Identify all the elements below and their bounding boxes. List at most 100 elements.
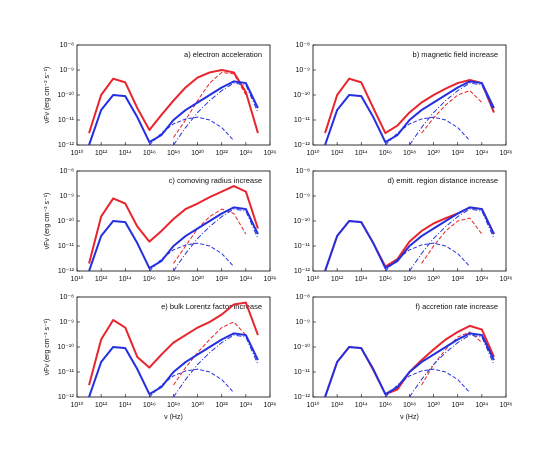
y-tick-label: 10⁻¹² (58, 394, 75, 401)
y-tick-label: 10⁻¹¹ (58, 369, 75, 376)
x-tick-label: 10²⁴ (475, 276, 488, 283)
x-tick-label: 10²⁶ (500, 402, 513, 409)
x-tick-label: 10¹⁰ (71, 275, 84, 283)
plot-frame (76, 170, 271, 272)
x-tick-label: 10¹⁸ (403, 150, 416, 157)
x-tick-label: 10²⁴ (239, 276, 252, 283)
y-axis-label: νFν (erg cm⁻² s⁻¹) (44, 319, 51, 376)
y-tick-label: 10⁻¹² (58, 268, 75, 275)
sed-curve (421, 331, 483, 386)
sed-curve (324, 206, 495, 272)
sed-curve (409, 208, 495, 272)
x-tick-label: 10¹⁴ (355, 276, 368, 283)
y-tick-label: 10⁻¹¹ (58, 117, 75, 124)
x-tick-label: 10¹⁸ (167, 402, 180, 409)
x-axis-label: ν (Hz) (400, 414, 419, 421)
y-tick-label: 10⁻¹² (58, 142, 75, 149)
sed-curve (421, 217, 483, 264)
sed-curve (88, 206, 259, 272)
x-tick-label: 10²⁶ (500, 150, 513, 157)
panel-title: f) accretion rate increase (415, 302, 498, 311)
x-tick-label: 10¹⁴ (119, 276, 132, 283)
sed-curve (173, 321, 247, 386)
sed-curve (409, 82, 495, 146)
x-tick-label: 10²² (452, 276, 465, 283)
sed-curve (324, 206, 495, 272)
x-tick-label: 10¹² (331, 276, 344, 283)
x-tick-label: 10²⁶ (264, 150, 277, 157)
x-tick-label: 10¹² (95, 276, 108, 283)
x-tick-label: 10¹⁰ (71, 401, 84, 409)
x-tick-label: 10¹⁸ (167, 150, 180, 157)
x-tick-label: 10²⁶ (264, 402, 277, 409)
x-tick-label: 10²⁴ (475, 150, 488, 157)
x-tick-label: 10¹⁰ (71, 149, 84, 157)
x-tick-label: 10²² (216, 276, 229, 283)
sed-curve (173, 82, 259, 146)
x-tick-label: 10¹⁶ (143, 276, 156, 283)
x-tick-label: 10²² (452, 402, 465, 409)
plot-frame (312, 44, 507, 146)
y-tick-label: 10⁻¹¹ (294, 369, 311, 376)
plot-frame (312, 170, 507, 272)
sed-curve (385, 116, 471, 146)
x-tick-label: 10²⁴ (239, 150, 252, 157)
x-tick-label: 10²² (216, 402, 229, 409)
y-tick-label: 10⁻¹⁰ (57, 217, 74, 225)
sed-curve (173, 71, 247, 138)
x-tick-label: 10¹⁴ (355, 150, 368, 157)
x-tick-label: 10¹⁶ (379, 276, 392, 283)
y-tick-label: 10⁻¹⁰ (57, 343, 74, 351)
plot-frame (76, 44, 271, 146)
y-tick-label: 10⁻⁹ (296, 67, 310, 74)
y-tick-label: 10⁻⁸ (296, 42, 310, 49)
x-tick-label: 10²² (452, 150, 465, 157)
y-tick-label: 10⁻⁹ (60, 67, 74, 74)
y-tick-label: 10⁻⁸ (60, 294, 74, 301)
y-tick-label: 10⁻⁸ (60, 42, 74, 49)
sed-curve (88, 301, 259, 386)
x-tick-label: 10¹⁶ (143, 150, 156, 157)
y-tick-label: 10⁻⁸ (296, 168, 310, 175)
x-tick-label: 10²² (216, 150, 229, 157)
plot-frame (312, 296, 507, 398)
x-tick-label: 10¹² (331, 150, 344, 157)
sed-curve (385, 368, 471, 398)
sed-curve (88, 332, 259, 398)
y-tick-label: 10⁻⁹ (60, 193, 74, 200)
x-tick-label: 10¹⁰ (307, 401, 320, 409)
x-tick-label: 10²⁰ (427, 401, 440, 409)
panel-title: d) emitt. region distance increase (388, 176, 498, 185)
y-tick-label: 10⁻¹⁰ (293, 217, 310, 225)
y-tick-label: 10⁻¹² (294, 394, 311, 401)
sed-curve (421, 90, 483, 134)
panel-title: a) electron acceleration (184, 50, 262, 59)
x-tick-label: 10¹⁸ (403, 276, 416, 283)
sed-curve (149, 116, 235, 146)
x-tick-label: 10¹² (95, 150, 108, 157)
y-tick-label: 10⁻¹⁰ (293, 343, 310, 351)
y-tick-label: 10⁻¹² (294, 268, 311, 275)
y-tick-label: 10⁻¹⁰ (57, 91, 74, 99)
y-tick-label: 10⁻¹² (294, 142, 311, 149)
sed-curve (88, 80, 259, 146)
sed-curve (149, 242, 235, 272)
sed-curve (385, 242, 471, 272)
x-tick-label: 10¹⁰ (307, 275, 320, 283)
sed-curve (324, 332, 495, 398)
x-axis-label: ν (Hz) (164, 414, 183, 421)
y-tick-label: 10⁻¹¹ (58, 243, 75, 250)
sed-curve (88, 69, 259, 134)
x-tick-label: 10¹⁶ (143, 402, 156, 409)
x-tick-label: 10¹² (331, 402, 344, 409)
y-axis-label: νFν (erg cm⁻² s⁻¹) (44, 67, 51, 124)
x-tick-label: 10¹⁶ (379, 150, 392, 157)
y-tick-label: 10⁻⁸ (60, 168, 74, 175)
y-tick-label: 10⁻⁹ (296, 193, 310, 200)
panel-title: b) magnetic field increase (413, 50, 498, 59)
panel-title: c) comoving radius increase (169, 176, 262, 185)
sed-curve (149, 368, 235, 398)
x-tick-label: 10²⁰ (191, 401, 204, 409)
sed-curve (173, 208, 259, 272)
